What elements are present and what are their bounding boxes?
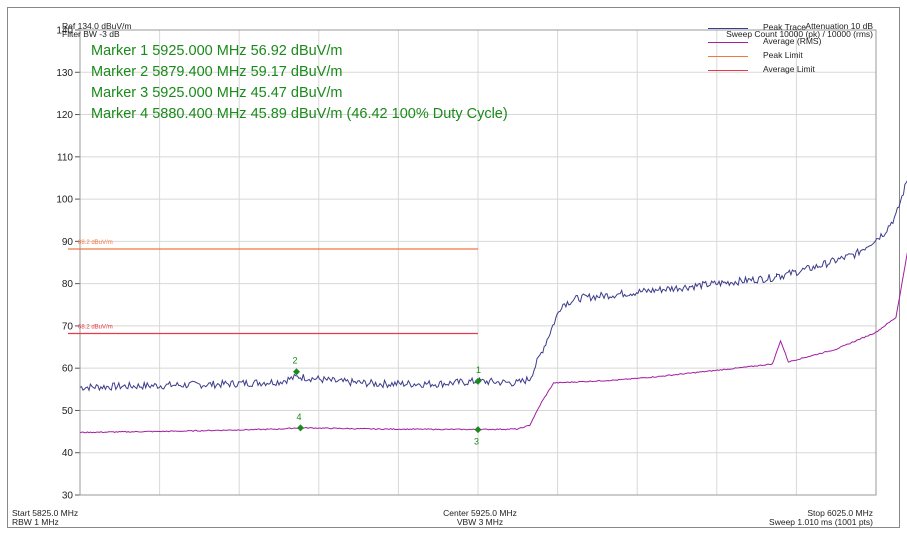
y-tick-label: 140 bbox=[56, 26, 73, 37]
y-tick-label: 100 bbox=[56, 195, 73, 206]
limit-label: 68.2 dBuV/m bbox=[78, 325, 113, 331]
marker-number-label: 2 bbox=[293, 356, 298, 366]
marker-number-label: 4 bbox=[296, 412, 301, 422]
y-tick-label: 40 bbox=[62, 448, 74, 459]
marker-2-readout: Marker 2 5879.400 MHz 59.17 dBuV/m bbox=[91, 64, 343, 80]
legend-item-peak-trace: Peak Trace bbox=[708, 22, 848, 36]
legend-swatch-average bbox=[708, 42, 748, 43]
ref-level-label: Ref 134.0 dBuV/m bbox=[62, 21, 132, 31]
sweep-count-label: Sweep Count 10000 (pk) / 10000 (rms) bbox=[726, 29, 873, 39]
y-tick-label: 110 bbox=[57, 152, 73, 163]
y-tick-label: 70 bbox=[62, 321, 74, 332]
vbw-label: VBW 3 MHz bbox=[456, 517, 504, 527]
legend-label: Peak Limit bbox=[763, 50, 803, 60]
traces bbox=[79, 180, 907, 434]
attenuation-label: Attenuation 10 dB bbox=[805, 21, 873, 31]
y-tick-label: 50 bbox=[62, 406, 74, 417]
legend-label: Peak Trace bbox=[763, 22, 806, 32]
legend-item-average-limit: Average Limit bbox=[708, 64, 848, 78]
markers: 1 2 3 4 bbox=[293, 356, 482, 447]
marker-1-readout: Marker 1 5925.000 MHz 56.92 dBuV/m bbox=[91, 43, 343, 59]
marker-point bbox=[296, 424, 304, 432]
y-tick-labels: 30 40 50 60 70 80 90 100 110 120 130 140 bbox=[56, 26, 73, 502]
y-tick-label: 60 bbox=[62, 364, 74, 375]
start-freq-label: Start 5825.0 MHz bbox=[12, 508, 79, 518]
y-tick-label: 30 bbox=[62, 491, 74, 502]
y-tick-label: 80 bbox=[62, 279, 74, 290]
legend-item-peak-limit: Peak Limit bbox=[708, 50, 848, 64]
y-tick-label: 120 bbox=[56, 110, 73, 121]
marker-number-label: 1 bbox=[476, 365, 481, 375]
center-freq-label: Center 5925.0 MHz bbox=[443, 508, 517, 518]
outer-border bbox=[7, 7, 900, 528]
sweep-time-label: Sweep 1.010 ms (1001 pts) bbox=[769, 517, 873, 527]
y-tick-label: 130 bbox=[56, 68, 73, 79]
y-tick-label: 90 bbox=[62, 237, 74, 248]
legend-swatch-peak-limit bbox=[708, 56, 748, 57]
plot-border bbox=[79, 29, 877, 496]
marker-point bbox=[474, 426, 482, 434]
legend-swatch-peak bbox=[708, 28, 748, 29]
limit-label: 88.2 dBuV/m bbox=[78, 240, 113, 246]
limit-lines: 88.2 dBuV/m 68.2 dBuV/m bbox=[68, 240, 478, 335]
marker-3-readout: Marker 3 5925.000 MHz 45.47 dBuV/m bbox=[91, 85, 343, 101]
legend-swatch-average-limit bbox=[708, 70, 748, 71]
peak-trace-line bbox=[79, 180, 907, 392]
stop-freq-label: Stop 6025.0 MHz bbox=[807, 508, 873, 518]
legend: Peak Trace Average (RMS) Peak Limit Aver… bbox=[708, 22, 848, 78]
legend-item-average: Average (RMS) bbox=[708, 36, 848, 50]
legend-label: Average Limit bbox=[763, 64, 815, 74]
marker-number-label: 3 bbox=[474, 437, 479, 447]
marker-4-readout: Marker 4 5880.400 MHz 45.89 dBuV/m (46.4… bbox=[91, 106, 508, 122]
legend-label: Average (RMS) bbox=[763, 36, 822, 46]
average-trace-line bbox=[79, 251, 907, 434]
marker-point bbox=[474, 377, 482, 385]
rbw-label: RBW 1 MHz bbox=[12, 517, 59, 527]
marker-point bbox=[293, 368, 301, 376]
filter-bw-label: Filter BW -3 dB bbox=[62, 29, 120, 39]
grid bbox=[75, 29, 877, 496]
